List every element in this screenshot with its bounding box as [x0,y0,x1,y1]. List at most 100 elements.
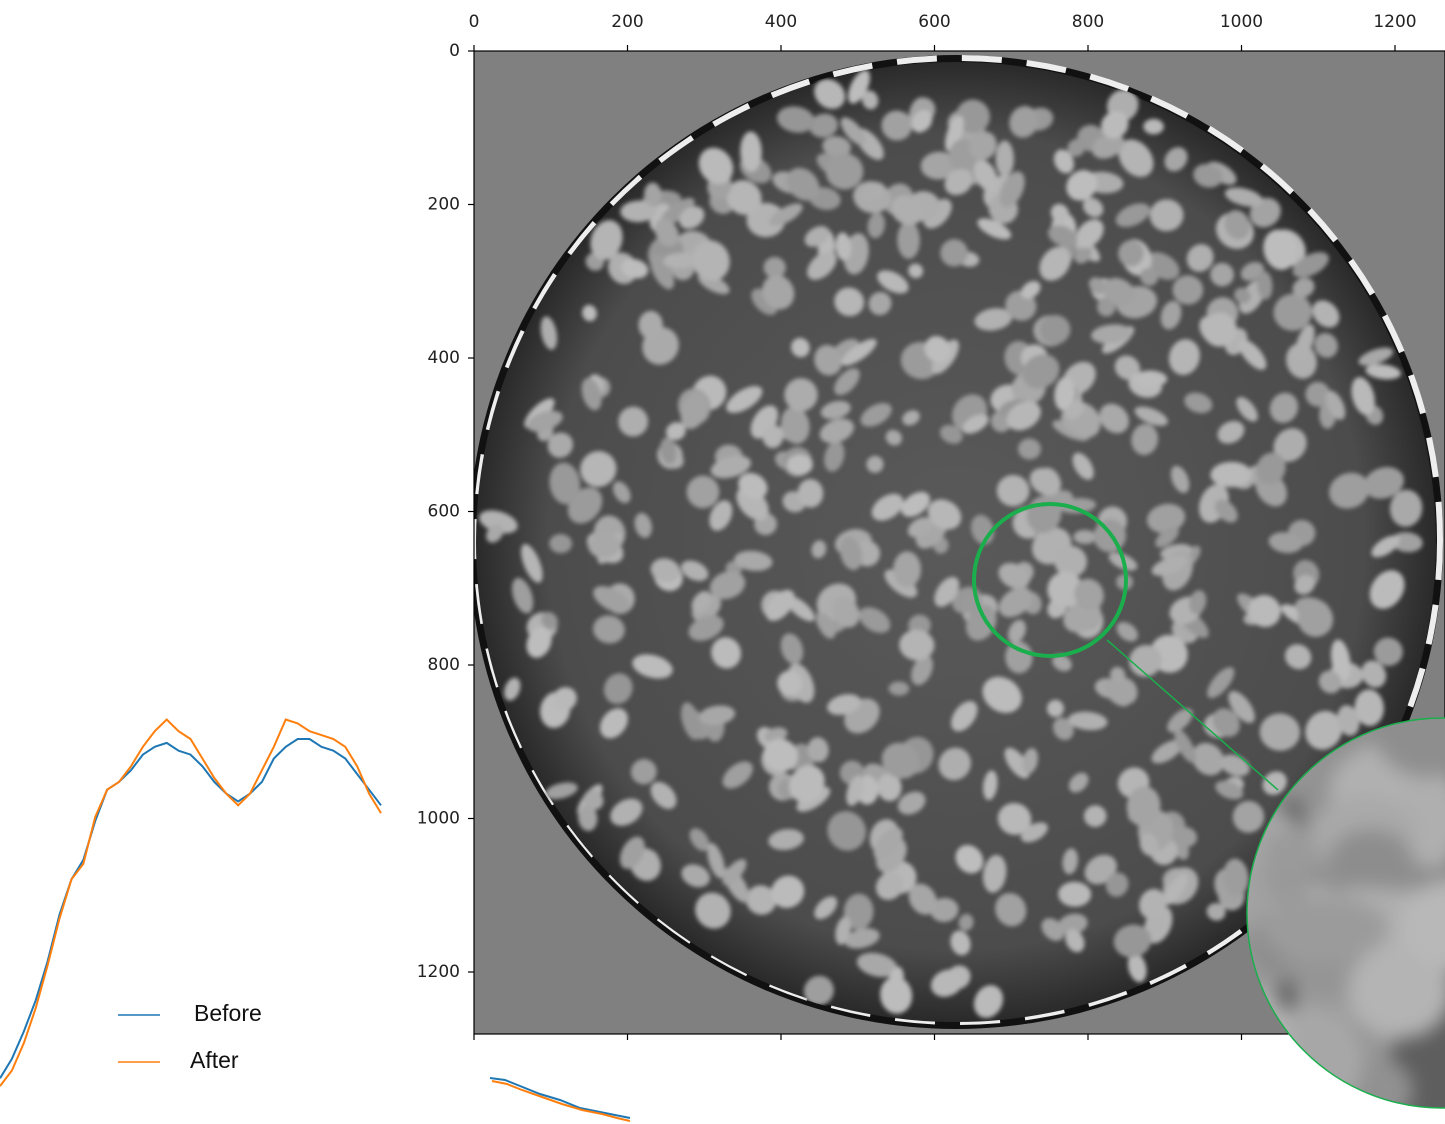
grain [1009,105,1039,138]
grain [940,239,968,267]
grain [819,418,854,444]
grain [1240,261,1264,281]
grain [1168,339,1200,375]
grain [1257,270,1273,300]
legend-label: After [190,1047,239,1073]
grain [1118,139,1154,177]
grain [1139,888,1167,920]
grain [1129,644,1162,677]
grains [479,70,1423,1018]
grain [547,432,574,458]
grain [797,478,824,508]
grain [695,892,731,929]
grain [618,406,649,437]
grain [809,113,839,138]
grain [680,392,708,430]
grain [1091,324,1132,344]
grain [814,344,842,376]
grain [1184,392,1213,414]
grain [938,747,971,781]
grain [1193,163,1223,188]
grain [1170,465,1190,493]
grain [1134,406,1168,426]
grain [1146,503,1186,534]
grain [1314,333,1338,358]
grain [1318,670,1342,694]
grain [1046,699,1064,718]
grain [1160,300,1182,330]
grain [710,455,752,479]
grain [734,550,773,571]
grain [1329,472,1370,509]
grain [681,864,710,888]
grain [1248,594,1281,628]
grain [1022,354,1060,389]
grain [965,605,997,641]
grain [827,694,862,716]
grain [722,859,747,886]
grain [707,842,725,879]
grain [650,781,677,809]
grain [982,676,1022,713]
grain [1155,526,1179,548]
grain [1186,244,1214,272]
grain [780,406,810,444]
grain [486,524,504,543]
grain [1234,287,1251,304]
grain [599,708,628,739]
zoom-grain [1372,718,1445,778]
grain [1151,739,1183,764]
grain [1054,545,1087,578]
grain [610,798,643,826]
grain [1139,833,1159,856]
grain [877,773,902,802]
grain [1131,423,1159,456]
grain [768,829,804,851]
grain [1259,713,1301,751]
x-tick-label: 0 [469,12,480,32]
grain [1273,293,1313,331]
grain [1114,355,1141,380]
grain [1065,929,1085,953]
grain [1020,280,1041,299]
ct-image [474,51,1445,1034]
grain [804,226,830,247]
grain [996,474,1030,507]
grain [709,571,746,600]
grain [962,414,989,434]
grain [974,308,1013,331]
grain [1047,571,1083,608]
grain [824,441,845,472]
grain [944,168,973,196]
grain [786,167,820,201]
grain [1365,364,1402,380]
grain [888,681,910,696]
grain [934,576,960,607]
grain [1008,619,1026,644]
grain [1337,705,1360,736]
grain [1022,748,1038,774]
grain [1224,187,1263,207]
grain [1292,277,1315,298]
grain [848,70,871,104]
grain [817,613,836,639]
grain [580,451,617,487]
grain [1202,312,1237,347]
grain [1312,300,1340,328]
grain [660,437,677,465]
grain [998,562,1030,589]
grain [1297,600,1334,637]
grain [771,875,805,909]
grain [1330,639,1351,681]
grain [1361,660,1387,688]
grain [844,928,880,949]
grain [1269,392,1299,424]
grain [867,212,886,239]
legend-label: Before [194,1000,262,1026]
grain [521,543,543,583]
grain [1210,461,1252,488]
grain [958,913,974,931]
grain [1214,499,1238,523]
grain [765,589,795,621]
grain [1073,529,1097,545]
